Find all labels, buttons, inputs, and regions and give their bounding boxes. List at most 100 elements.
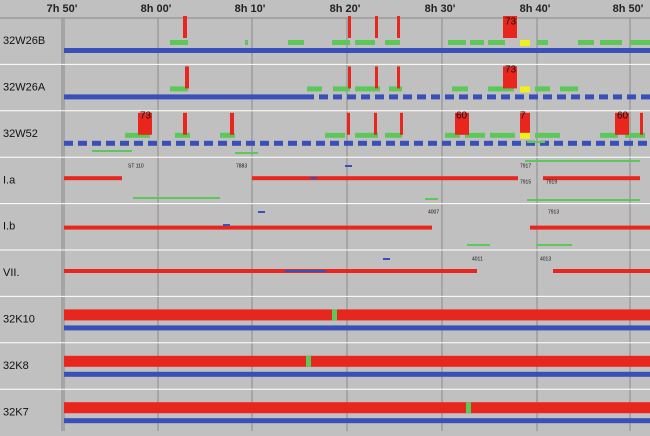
occupancy bbox=[245, 40, 248, 45]
track-dash bbox=[260, 140, 269, 146]
tag-label: 7915 bbox=[520, 179, 531, 185]
route-segment bbox=[425, 198, 438, 200]
track-dash bbox=[190, 140, 199, 146]
route-line bbox=[64, 269, 477, 273]
track-dash bbox=[417, 94, 426, 100]
track-dash bbox=[347, 94, 356, 100]
track-dash bbox=[148, 140, 157, 146]
signal-block bbox=[185, 66, 189, 89]
track-dash bbox=[246, 140, 255, 146]
track-dash bbox=[624, 140, 633, 146]
track-dash bbox=[330, 140, 339, 146]
occupancy bbox=[490, 132, 515, 138]
occupancy bbox=[445, 132, 460, 138]
track bbox=[64, 48, 650, 53]
signal-block bbox=[640, 112, 643, 135]
track-dash bbox=[274, 140, 283, 146]
signal-block bbox=[615, 112, 629, 135]
occupancy bbox=[630, 40, 650, 45]
tag-label: 7917 bbox=[520, 163, 531, 169]
route-segment bbox=[235, 152, 258, 154]
occupancy bbox=[175, 132, 190, 138]
track-dash bbox=[456, 140, 465, 146]
route-segment bbox=[133, 197, 220, 199]
marker bbox=[520, 40, 530, 46]
occupancy bbox=[125, 132, 150, 138]
route-segment bbox=[527, 141, 545, 143]
occupancy bbox=[465, 132, 485, 138]
track-dash bbox=[344, 140, 353, 146]
marker bbox=[520, 86, 530, 93]
track-dash bbox=[557, 94, 566, 100]
time-label: 8h 50' bbox=[613, 3, 644, 15]
occupancy bbox=[452, 86, 468, 92]
track-dash bbox=[431, 94, 440, 100]
time-label: 8h 20' bbox=[330, 3, 361, 15]
signal-block bbox=[347, 112, 350, 135]
tag-label: 7913 bbox=[548, 209, 559, 215]
track-dash bbox=[599, 94, 608, 100]
occupancy bbox=[220, 132, 235, 138]
marker bbox=[520, 132, 530, 139]
signal-block bbox=[375, 66, 378, 89]
track-dash bbox=[445, 94, 454, 100]
track-dash bbox=[582, 140, 591, 146]
track-dash bbox=[484, 140, 493, 146]
occupancy bbox=[385, 132, 402, 138]
occupancy bbox=[170, 40, 188, 45]
track-dash bbox=[641, 94, 650, 100]
track-dash bbox=[78, 140, 87, 146]
track-dash bbox=[389, 94, 398, 100]
time-label: 7h 50' bbox=[47, 3, 78, 15]
track-dash bbox=[361, 94, 370, 100]
track bbox=[64, 94, 305, 100]
occupancy bbox=[355, 86, 380, 92]
track-dash bbox=[568, 140, 577, 146]
occupancy bbox=[470, 40, 484, 45]
track-dash bbox=[638, 140, 647, 146]
track-dash bbox=[302, 140, 311, 146]
occupancy bbox=[488, 86, 514, 92]
marker bbox=[332, 309, 337, 321]
track-dash bbox=[204, 140, 213, 146]
tag-label: 4007 bbox=[428, 209, 439, 215]
track bbox=[64, 371, 650, 377]
signal-block bbox=[138, 112, 152, 135]
signal-block bbox=[397, 66, 400, 89]
occupancy bbox=[625, 132, 645, 138]
route-line bbox=[64, 176, 122, 181]
track-dash bbox=[375, 94, 384, 100]
occupancy bbox=[333, 86, 350, 92]
track-dash bbox=[176, 140, 185, 146]
occupancy bbox=[288, 40, 304, 45]
track-dash bbox=[106, 140, 115, 146]
occupancy bbox=[325, 132, 345, 138]
time-label: 8h 40' bbox=[520, 3, 551, 15]
track-dash bbox=[134, 140, 143, 146]
track-dash bbox=[540, 140, 549, 146]
route-segment bbox=[92, 150, 132, 152]
row-label: 32K7 bbox=[3, 406, 29, 418]
occupancy bbox=[332, 40, 350, 45]
occupancy bbox=[307, 86, 322, 92]
track-dash bbox=[473, 94, 482, 100]
signal-block bbox=[348, 66, 351, 89]
tag-label: 73 bbox=[505, 65, 517, 76]
occupancy bbox=[600, 40, 622, 45]
signal-block bbox=[400, 112, 403, 135]
route-mark bbox=[310, 177, 317, 179]
route-segment bbox=[536, 244, 572, 246]
occupancy bbox=[170, 86, 188, 92]
track-dash bbox=[386, 140, 395, 146]
row-label: 32W26B bbox=[3, 35, 45, 47]
tag-label: 4011 bbox=[472, 256, 483, 262]
time-label: 8h 00' bbox=[141, 3, 172, 15]
track-dash bbox=[162, 140, 171, 146]
track-dash bbox=[218, 140, 227, 146]
route-line bbox=[252, 176, 518, 181]
tag-label: 7919 bbox=[546, 179, 557, 185]
route-segment bbox=[527, 199, 640, 201]
track-dash bbox=[613, 94, 622, 100]
track-dash bbox=[64, 140, 73, 146]
